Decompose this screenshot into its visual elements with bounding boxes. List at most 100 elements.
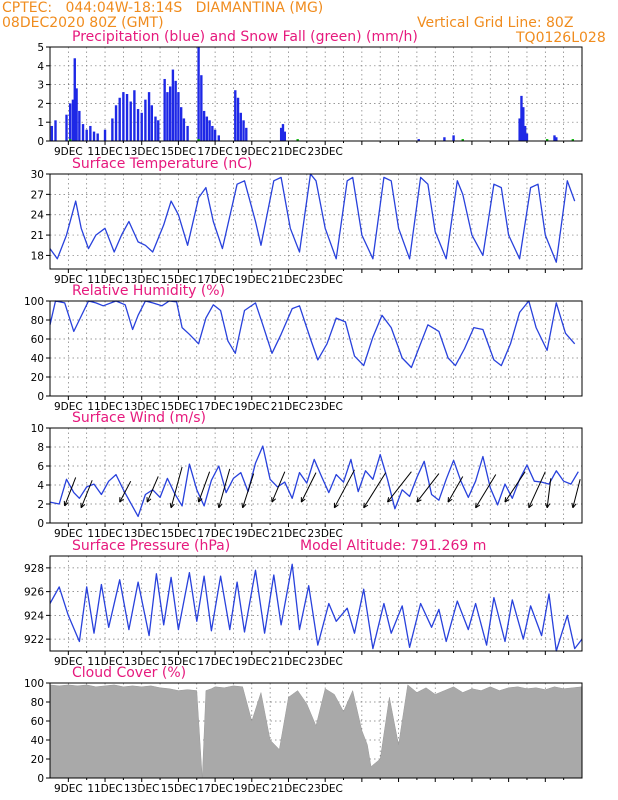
wind-arrow [218, 468, 231, 508]
x-tick-label: 15DEC [161, 274, 196, 286]
precip-bar [129, 101, 132, 141]
y-tick-label: 30 [31, 169, 44, 181]
precip-bar [197, 47, 200, 141]
wind-arrow-head [146, 497, 152, 503]
wind-arrow [363, 472, 387, 509]
rh-line [49, 300, 576, 369]
precip-bar [242, 120, 245, 141]
x-tick-label: 17DEC [197, 146, 232, 158]
precip-bar [81, 124, 85, 141]
precip-bar [114, 105, 118, 141]
snow-bar [197, 139, 200, 141]
y-tick-label: 20 [31, 372, 44, 384]
y-tick-label: 0 [37, 518, 44, 530]
precip-bar [65, 114, 68, 141]
wind-arrow [387, 471, 412, 503]
y-tick-label: 928 [24, 563, 44, 575]
x-tick-label: 21DEC [271, 401, 306, 413]
x-tick-label: 9DEC [54, 528, 83, 540]
wind-arrow [242, 473, 255, 508]
wind-arrow [504, 471, 526, 503]
precip-bar [163, 78, 166, 141]
cloud-panel-title: Cloud Cover (%) [72, 665, 186, 681]
wind-arrow [64, 477, 77, 507]
x-tick-label: 15DEC [161, 783, 196, 795]
temp-line [49, 173, 576, 263]
x-tick-label: 19DEC [234, 146, 269, 158]
precip-bar [111, 118, 114, 141]
wind-arrow [80, 480, 93, 508]
y-tick-label: 40 [31, 735, 44, 747]
x-tick-label: 19DEC [234, 528, 269, 540]
y-tick-label: 0 [37, 773, 44, 785]
x-tick-label: 11DEC [87, 274, 122, 286]
panel-frame [49, 682, 583, 779]
wind-arrow [119, 480, 132, 503]
precip-bar [166, 92, 169, 141]
panel-frame [49, 46, 583, 142]
precip-bar [157, 120, 160, 141]
wind-arrow-head [447, 497, 453, 503]
x-tick-label: 15DEC [161, 656, 196, 668]
y-tick-label: 24 [31, 210, 45, 222]
y-tick-label: 60 [31, 334, 44, 346]
y-tick-label: 80 [31, 315, 44, 327]
x-tick-label: 21DEC [271, 146, 306, 158]
wind-arrow [300, 472, 317, 503]
x-tick-label: 11DEC [87, 146, 122, 158]
x-tick-label: 21DEC [271, 656, 306, 668]
y-tick-label: 3 [37, 80, 44, 92]
wind-arrow-head [241, 502, 247, 509]
x-tick-label: 13DEC [124, 528, 159, 540]
panel-frame [49, 300, 583, 397]
y-tick-label: 5 [37, 42, 44, 54]
header-grid-note: Vertical Grid Line: 80Z [417, 15, 574, 31]
precip-bar [523, 125, 527, 141]
y-tick-label: 4 [37, 61, 44, 73]
precip-bar [154, 116, 157, 141]
precip-bar [50, 125, 54, 141]
x-tick-label: 11DEC [87, 783, 122, 795]
precip-bar [133, 90, 136, 141]
wind-line [49, 445, 579, 518]
x-tick-label: 19DEC [234, 401, 269, 413]
x-tick-label: 19DEC [234, 783, 269, 795]
precip-bar [92, 131, 96, 141]
wind-arrow [170, 466, 183, 508]
y-tick-label: 926 [24, 587, 44, 599]
precip-bar [245, 127, 248, 141]
precip-bar [125, 94, 129, 141]
snow-bar [68, 139, 72, 141]
y-tick-label: 1 [37, 117, 44, 129]
precip-bar [150, 105, 154, 141]
wind-arrow-head [271, 497, 277, 503]
wind-arrow [447, 476, 464, 503]
x-tick-label: 11DEC [87, 401, 122, 413]
x-tick-label: 13DEC [124, 146, 159, 158]
wind-arrow-head [197, 497, 203, 503]
precip-bar [239, 112, 242, 141]
x-tick-label: 17DEC [197, 656, 232, 668]
snow-bar [296, 139, 299, 141]
x-tick-label: 13DEC [124, 783, 159, 795]
precip-bar [73, 58, 76, 141]
precip-bar [103, 129, 107, 141]
wind-arrow-head [475, 502, 481, 509]
x-tick-label: 11DEC [87, 528, 122, 540]
y-tick-label: 6 [37, 461, 44, 473]
wind-panel-title: Surface Wind (m/s) [72, 410, 206, 426]
x-tick-label: 23DEC [307, 401, 342, 413]
x-tick-label: 15DEC [161, 146, 196, 158]
precip-bar [71, 99, 75, 141]
wind-arrow-head [63, 500, 69, 507]
precip-bar [522, 107, 525, 141]
precip-bar [452, 135, 455, 141]
precip-bar [213, 129, 217, 141]
y-tick-label: 20 [31, 754, 44, 766]
y-tick-label: 8 [37, 442, 44, 454]
precip-bar [68, 103, 72, 141]
precip-bar [122, 92, 125, 141]
precip-bar [443, 137, 446, 141]
x-tick-label: 23DEC [307, 274, 342, 286]
